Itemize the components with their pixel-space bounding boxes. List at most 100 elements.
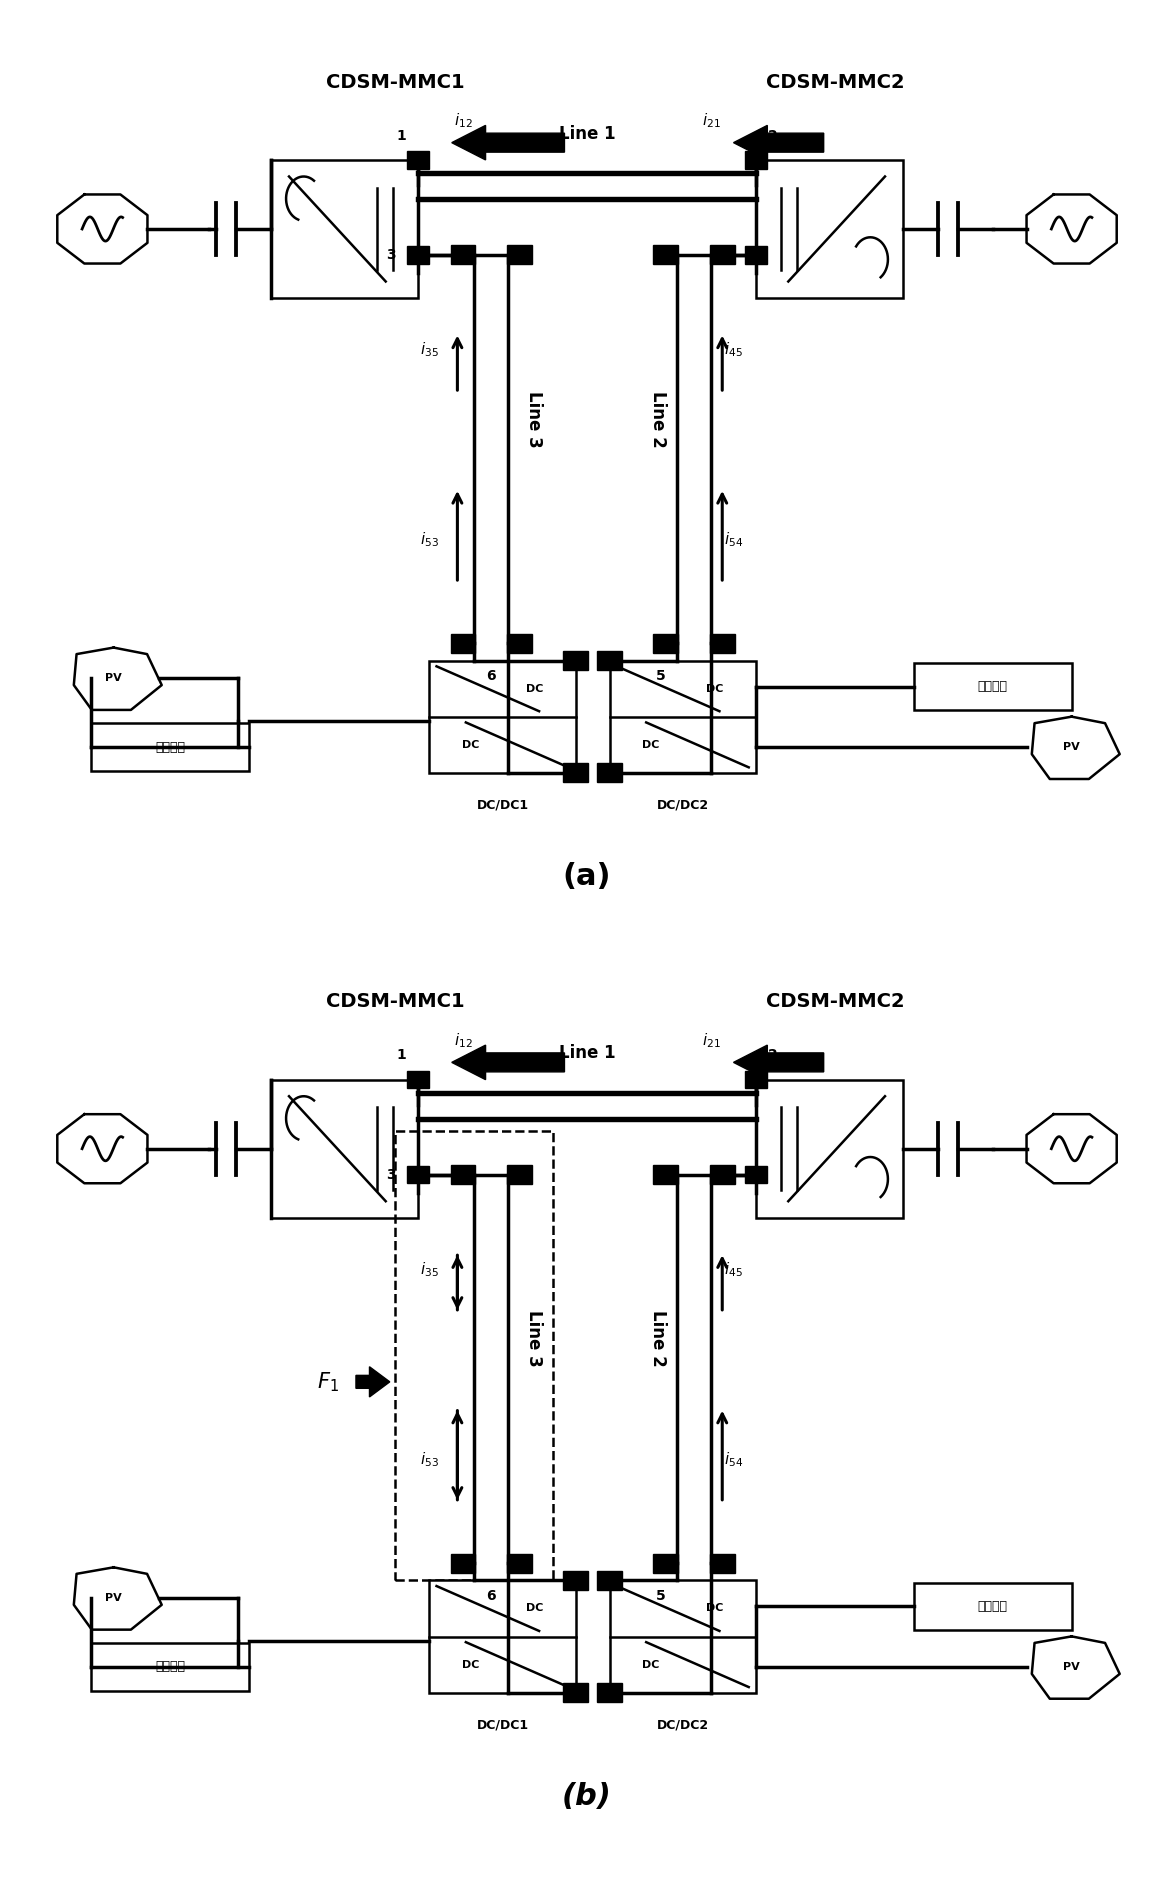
Bar xyxy=(451,1166,475,1184)
Text: DC/DC1: DC/DC1 xyxy=(477,800,528,813)
Bar xyxy=(451,1554,475,1573)
Text: 储能装置: 储能装置 xyxy=(978,1599,1007,1612)
Text: (b): (b) xyxy=(562,1781,612,1811)
Text: $i_{45}$: $i_{45}$ xyxy=(724,340,743,359)
Bar xyxy=(598,1571,622,1590)
Text: DC/DC2: DC/DC2 xyxy=(656,1719,709,1732)
Text: 直流负荷: 直流负荷 xyxy=(155,1661,185,1672)
Bar xyxy=(507,1554,532,1573)
FancyArrow shape xyxy=(356,1366,390,1396)
Text: DC: DC xyxy=(526,1603,544,1614)
Text: 1: 1 xyxy=(396,130,406,143)
Text: DC/DC2: DC/DC2 xyxy=(656,800,709,813)
Bar xyxy=(271,1079,418,1218)
Bar xyxy=(913,663,1072,710)
Bar xyxy=(507,634,532,653)
Bar xyxy=(609,661,756,773)
Text: $i_{35}$: $i_{35}$ xyxy=(420,1259,439,1278)
Text: $i_{54}$: $i_{54}$ xyxy=(724,1451,743,1470)
Text: CDSM-MMC1: CDSM-MMC1 xyxy=(326,993,465,1012)
Text: 直流负荷: 直流负荷 xyxy=(155,741,185,753)
Text: 5: 5 xyxy=(655,670,666,683)
Text: CDSM-MMC2: CDSM-MMC2 xyxy=(765,73,904,92)
Bar xyxy=(564,651,588,670)
Text: $i_{54}$: $i_{54}$ xyxy=(724,531,743,550)
Bar xyxy=(406,1072,430,1089)
Bar xyxy=(654,1554,679,1573)
Text: Line 1: Line 1 xyxy=(559,124,615,143)
Bar xyxy=(507,246,532,265)
Text: 6: 6 xyxy=(486,1590,495,1603)
Text: 4: 4 xyxy=(723,1167,734,1183)
Text: DC: DC xyxy=(461,1659,479,1671)
Text: CDSM-MMC2: CDSM-MMC2 xyxy=(765,993,904,1012)
Text: Line 1: Line 1 xyxy=(559,1044,615,1062)
Text: $i_{21}$: $i_{21}$ xyxy=(702,1032,721,1049)
Bar xyxy=(744,1166,768,1183)
Text: $i_{21}$: $i_{21}$ xyxy=(702,113,721,130)
Bar xyxy=(418,1092,756,1119)
Text: DC/DC1: DC/DC1 xyxy=(477,1719,528,1732)
Text: PV: PV xyxy=(1064,741,1080,753)
Bar xyxy=(710,246,735,265)
Text: DC: DC xyxy=(642,1659,660,1671)
Text: DC: DC xyxy=(642,740,660,751)
Bar xyxy=(92,723,249,771)
Text: DC: DC xyxy=(707,1603,723,1614)
Text: 5: 5 xyxy=(655,1590,666,1603)
Bar xyxy=(654,1166,679,1184)
Bar xyxy=(710,634,735,653)
Bar xyxy=(564,1571,588,1590)
Bar xyxy=(406,246,430,263)
Text: $i_{12}$: $i_{12}$ xyxy=(453,113,472,130)
Bar xyxy=(430,661,575,773)
Bar xyxy=(598,651,622,670)
Bar xyxy=(564,1684,588,1702)
Text: 3: 3 xyxy=(386,1167,396,1183)
Text: 3: 3 xyxy=(386,248,396,263)
Text: (a): (a) xyxy=(562,862,612,892)
Text: $i_{53}$: $i_{53}$ xyxy=(420,1451,439,1470)
Bar xyxy=(609,1580,756,1693)
Text: Line 3: Line 3 xyxy=(525,1310,544,1366)
Text: DC: DC xyxy=(707,683,723,694)
Bar xyxy=(654,246,679,265)
Bar xyxy=(451,246,475,265)
Bar xyxy=(598,764,622,783)
Bar xyxy=(598,1684,622,1702)
Text: 2: 2 xyxy=(768,130,778,143)
Text: $i_{12}$: $i_{12}$ xyxy=(453,1032,472,1049)
Bar xyxy=(564,764,588,783)
Text: $i_{35}$: $i_{35}$ xyxy=(420,340,439,359)
Bar xyxy=(710,1554,735,1573)
FancyArrow shape xyxy=(734,1045,824,1079)
Bar xyxy=(406,152,430,169)
Bar xyxy=(756,1079,903,1218)
Text: Line 2: Line 2 xyxy=(649,1310,667,1366)
Bar xyxy=(430,1580,575,1693)
Bar xyxy=(271,160,418,298)
FancyArrow shape xyxy=(452,1045,565,1079)
Text: CDSM-MMC1: CDSM-MMC1 xyxy=(326,73,465,92)
Bar xyxy=(913,1582,1072,1629)
Text: $i_{45}$: $i_{45}$ xyxy=(724,1259,743,1278)
Text: PV: PV xyxy=(1064,1661,1080,1672)
FancyArrow shape xyxy=(734,126,824,160)
Bar xyxy=(451,634,475,653)
Bar xyxy=(418,173,756,199)
Text: Line 3: Line 3 xyxy=(525,390,544,447)
Bar xyxy=(756,160,903,298)
Text: 2: 2 xyxy=(768,1049,778,1062)
Bar xyxy=(92,1642,249,1691)
Text: 1: 1 xyxy=(396,1049,406,1062)
Bar xyxy=(710,1166,735,1184)
Text: PV: PV xyxy=(106,1594,122,1603)
Text: DC: DC xyxy=(461,740,479,751)
Text: 储能装置: 储能装置 xyxy=(978,679,1007,693)
Bar xyxy=(654,634,679,653)
Text: DC: DC xyxy=(526,683,544,694)
Bar xyxy=(744,246,768,263)
FancyArrow shape xyxy=(452,126,565,160)
Text: 4: 4 xyxy=(723,248,734,263)
Text: PV: PV xyxy=(106,674,122,683)
